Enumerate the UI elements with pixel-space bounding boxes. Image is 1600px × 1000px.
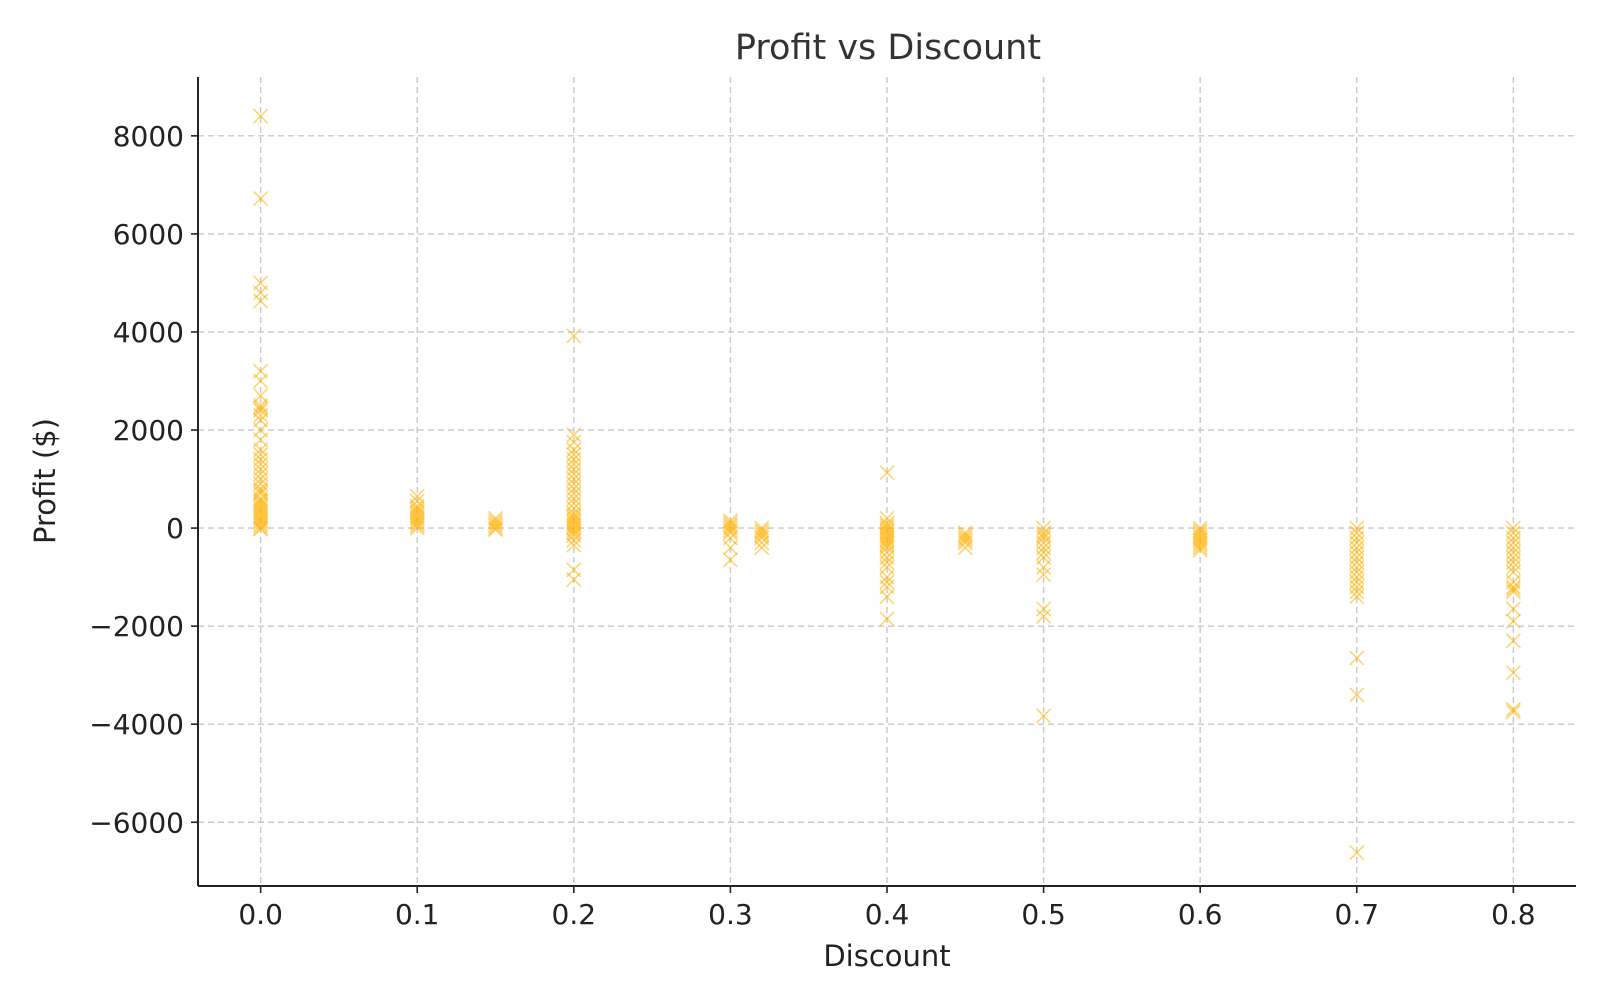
y-tick-label: −2000 — [89, 610, 184, 643]
data-point — [1349, 584, 1365, 600]
data-point — [1505, 601, 1521, 617]
data-point — [253, 191, 269, 207]
data-points — [253, 108, 1521, 861]
y-axis-label: Profit ($) — [28, 418, 62, 544]
data-point — [879, 465, 895, 481]
data-point — [722, 552, 738, 568]
data-point — [566, 525, 582, 541]
data-point — [1192, 540, 1208, 556]
data-point — [253, 407, 269, 423]
data-point — [1036, 545, 1052, 561]
y-tick-label: 2000 — [113, 414, 184, 447]
data-point — [754, 540, 770, 556]
data-point — [487, 521, 504, 538]
data-point — [487, 520, 504, 536]
data-point — [722, 522, 738, 539]
y-tick-label: 6000 — [113, 218, 184, 251]
y-tick-label: 4000 — [113, 316, 184, 349]
data-point — [957, 527, 973, 543]
x-axis-label: Discount — [823, 939, 950, 973]
data-point — [1505, 584, 1521, 600]
data-point — [1036, 567, 1052, 583]
x-tick-label: 0.1 — [395, 898, 440, 931]
data-point — [1505, 665, 1521, 681]
data-point — [957, 532, 973, 548]
data-point — [1505, 581, 1521, 597]
data-point — [253, 400, 269, 416]
data-point — [754, 535, 770, 551]
chart-title: Profit vs Discount — [735, 28, 1041, 68]
y-tick-label: −4000 — [89, 708, 184, 741]
data-point — [1349, 845, 1365, 861]
data-point — [253, 521, 269, 537]
data-point — [409, 520, 425, 536]
data-point — [1349, 589, 1365, 605]
data-point — [1505, 579, 1521, 595]
data-point — [879, 574, 895, 590]
data-point — [879, 589, 895, 605]
data-point — [1192, 537, 1208, 553]
x-tick-label: 0.8 — [1491, 898, 1536, 931]
data-point — [409, 513, 425, 529]
data-point — [253, 373, 269, 389]
data-point — [253, 518, 269, 534]
data-point — [1505, 633, 1521, 649]
data-point — [1505, 613, 1521, 629]
data-point — [409, 515, 425, 531]
data-point — [957, 535, 973, 551]
x-tick-label: 0.2 — [552, 898, 597, 931]
x-tick-label: 0.3 — [708, 898, 753, 931]
data-point — [1192, 535, 1208, 551]
data-point — [879, 554, 895, 570]
data-point — [1505, 704, 1521, 720]
y-tick-label: 8000 — [113, 120, 184, 153]
data-point — [253, 515, 269, 531]
data-point — [566, 434, 582, 450]
data-point — [1349, 687, 1365, 703]
data-point — [1036, 601, 1052, 617]
data-point — [566, 520, 582, 536]
data-point — [879, 611, 895, 627]
data-point — [1349, 650, 1365, 666]
data-point — [253, 108, 269, 124]
data-point — [722, 540, 738, 556]
data-point — [754, 522, 770, 539]
data-point — [1036, 527, 1052, 543]
x-tick-label: 0.5 — [1021, 898, 1066, 931]
y-axis-ticks: −6000 −4000 −2000 0 2000 4000 6000 8000 — [89, 120, 198, 839]
grid-lines — [198, 77, 1576, 886]
data-point — [879, 537, 895, 553]
data-point — [409, 518, 425, 534]
x-tick-label: 0.4 — [865, 898, 910, 931]
data-point — [566, 571, 582, 588]
data-point — [1036, 559, 1052, 575]
data-point — [566, 427, 582, 443]
data-point — [957, 540, 973, 556]
data-point — [566, 532, 582, 548]
x-axis-ticks: 0.0 0.1 0.2 0.3 0.4 0.5 0.6 0.7 0.8 — [238, 886, 1536, 931]
data-point — [487, 515, 504, 531]
x-tick-label: 0.6 — [1178, 898, 1223, 931]
data-point — [1036, 708, 1052, 724]
data-point — [566, 328, 582, 344]
data-point — [1505, 559, 1521, 575]
data-point — [566, 537, 582, 553]
data-point — [879, 532, 895, 548]
data-point — [1505, 701, 1521, 718]
data-point — [722, 518, 738, 534]
x-tick-label: 0.0 — [238, 898, 283, 931]
data-point — [754, 527, 770, 543]
data-point — [722, 525, 738, 541]
x-tick-label: 0.7 — [1335, 898, 1380, 931]
y-tick-label: −6000 — [89, 806, 184, 839]
y-tick-label: 0 — [166, 512, 184, 545]
data-point — [1036, 608, 1052, 624]
data-point — [487, 518, 504, 534]
data-point — [1192, 542, 1208, 558]
data-point — [253, 293, 269, 309]
